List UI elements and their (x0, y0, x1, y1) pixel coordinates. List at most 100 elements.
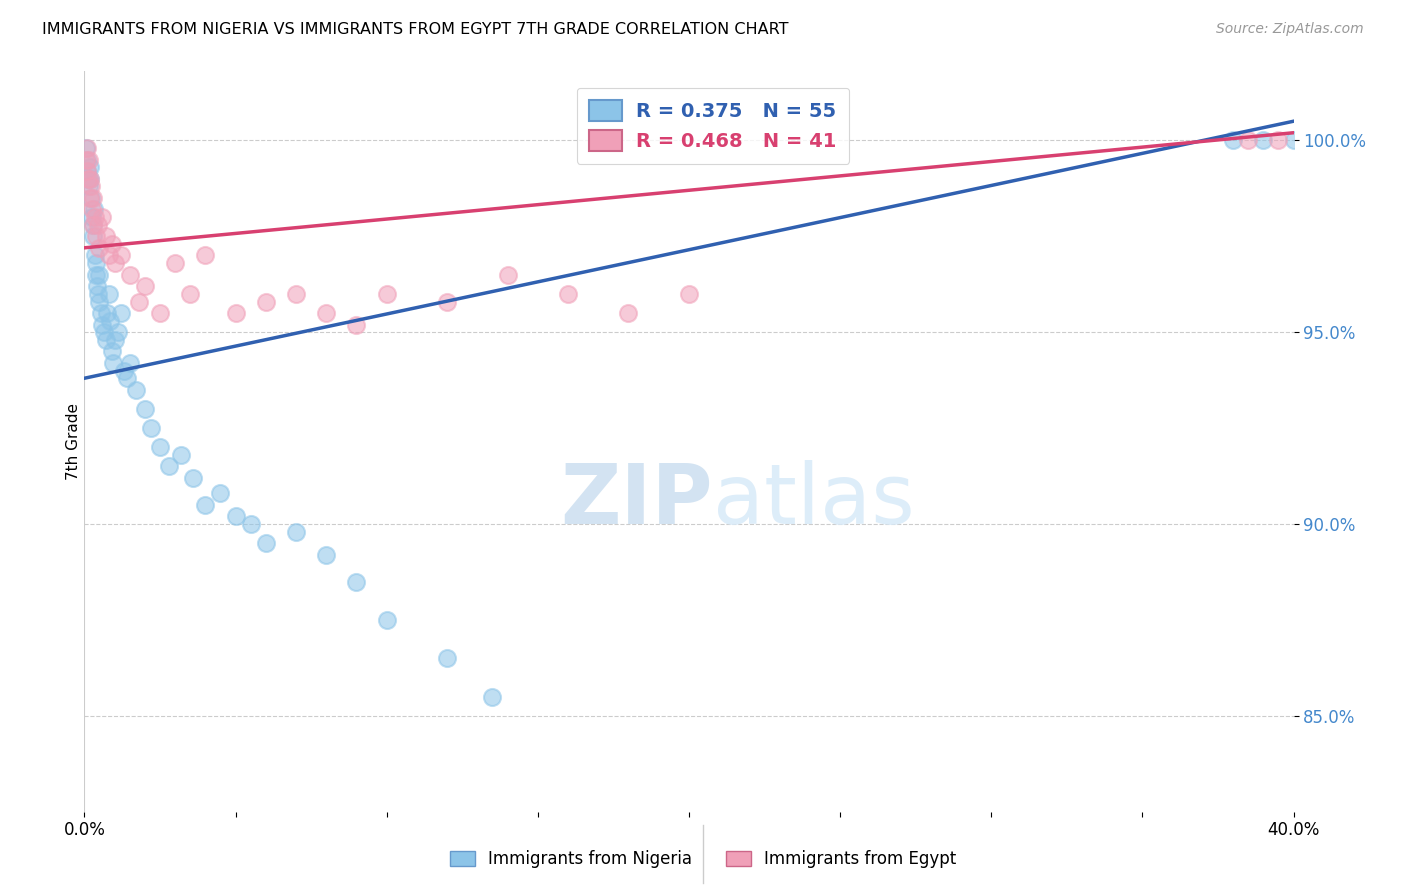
Point (225, 306, 247, 320)
Point (179, 286, 201, 301)
Y-axis label: 7th Grade: 7th Grade (66, 403, 80, 480)
Point (84, 248, 107, 262)
Point (1222, 133, 1244, 147)
Point (1282, 133, 1305, 147)
Point (77, 171, 100, 186)
Point (80, 179, 103, 194)
Point (77, 171, 100, 186)
Point (617, 306, 640, 320)
Point (98, 314, 121, 328)
Point (209, 486, 232, 500)
Point (128, 294, 150, 309)
Point (84, 268, 107, 282)
Point (678, 286, 700, 301)
Point (104, 256, 127, 270)
Point (86, 279, 108, 293)
Point (76, 164, 98, 178)
Point (557, 286, 579, 301)
Point (91, 318, 114, 332)
Point (76, 141, 98, 155)
Point (86, 256, 108, 270)
Point (285, 286, 308, 301)
Point (170, 448, 193, 462)
Point (89, 241, 111, 255)
Point (87, 294, 110, 309)
Point (346, 318, 368, 332)
Point (90, 306, 112, 320)
Point (112, 363, 135, 377)
Point (75, 153, 97, 167)
Point (97, 248, 120, 262)
Point (80, 191, 103, 205)
Point (104, 333, 127, 347)
Text: Source: ZipAtlas.com: Source: ZipAtlas.com (1216, 22, 1364, 37)
Point (346, 574, 368, 589)
Point (87, 286, 110, 301)
Text: atlas: atlas (713, 460, 915, 541)
Point (79, 191, 101, 205)
Point (94, 229, 117, 244)
Point (1237, 133, 1260, 147)
Point (96, 306, 118, 320)
Point (315, 306, 337, 320)
Point (84, 210, 107, 224)
Point (110, 248, 132, 262)
Point (315, 548, 337, 562)
Point (139, 421, 162, 435)
Point (93, 325, 115, 339)
Point (134, 279, 156, 293)
Point (76, 153, 98, 167)
Point (375, 613, 398, 627)
Text: IMMIGRANTS FROM NIGERIA VS IMMIGRANTS FROM EGYPT 7TH GRADE CORRELATION CHART: IMMIGRANTS FROM NIGERIA VS IMMIGRANTS FR… (42, 22, 789, 37)
Point (125, 383, 148, 397)
Point (181, 471, 204, 485)
Point (107, 325, 129, 339)
Point (110, 306, 132, 320)
Point (77, 179, 100, 194)
Point (101, 356, 124, 370)
Point (87, 218, 110, 232)
Point (118, 356, 141, 370)
Point (76, 164, 98, 178)
Point (285, 524, 308, 539)
Point (225, 509, 247, 524)
Point (134, 401, 156, 416)
Point (1253, 133, 1275, 147)
Text: ZIP: ZIP (561, 460, 713, 541)
Point (194, 248, 217, 262)
Point (89, 268, 111, 282)
Point (149, 440, 172, 454)
Point (254, 536, 277, 550)
Point (100, 237, 122, 252)
Point (239, 516, 262, 531)
Point (86, 229, 108, 244)
Point (82, 218, 104, 232)
Point (80, 210, 103, 224)
Point (165, 256, 187, 270)
Legend: R = 0.375   N = 55, R = 0.468   N = 41: R = 0.375 N = 55, R = 0.468 N = 41 (576, 87, 849, 164)
Point (75, 141, 97, 155)
Point (80, 202, 103, 217)
Point (83, 202, 105, 217)
Legend: Immigrants from Nigeria, Immigrants from Egypt: Immigrants from Nigeria, Immigrants from… (443, 844, 963, 875)
Point (1267, 133, 1289, 147)
Point (82, 191, 104, 205)
Point (375, 286, 398, 301)
Point (77, 153, 100, 167)
Point (481, 690, 503, 704)
Point (254, 294, 277, 309)
Point (436, 651, 458, 665)
Point (436, 294, 458, 309)
Point (79, 171, 101, 186)
Point (100, 344, 122, 359)
Point (82, 218, 104, 232)
Point (97, 286, 120, 301)
Point (157, 459, 180, 474)
Point (115, 371, 138, 385)
Point (79, 171, 101, 186)
Point (91, 210, 114, 224)
Point (149, 306, 172, 320)
Point (94, 333, 117, 347)
Point (118, 268, 141, 282)
Point (82, 229, 104, 244)
